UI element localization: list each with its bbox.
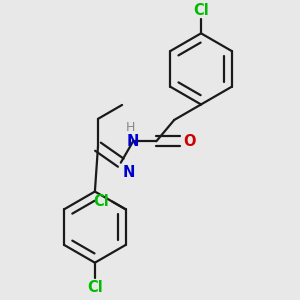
Text: H: H xyxy=(125,121,135,134)
Text: Cl: Cl xyxy=(193,4,209,19)
Text: O: O xyxy=(183,134,196,149)
Text: N: N xyxy=(122,165,135,180)
Text: Cl: Cl xyxy=(87,280,103,295)
Text: N: N xyxy=(127,134,139,149)
Text: Cl: Cl xyxy=(94,194,109,209)
